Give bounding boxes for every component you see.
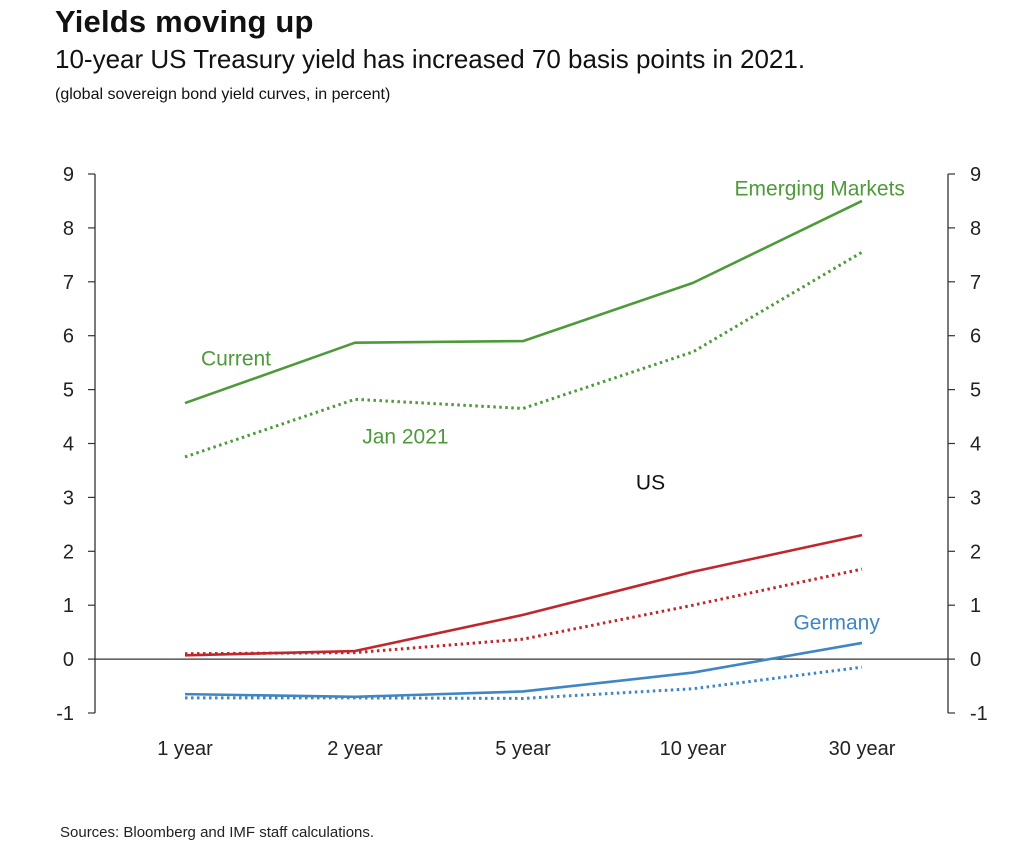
chart-subtitle: 10-year US Treasury yield has increased …	[55, 44, 806, 74]
y-tick-label-left: 8	[63, 218, 74, 240]
y-tick-label-right: 9	[970, 164, 981, 186]
axes: -1 -1 0 0 1 1 2 2 3 3 4 4 5 5 6 6 7 7 8 8 9 9 1 year 2 year 5 ye…	[56, 164, 988, 760]
x-tick-label: 10 year	[660, 738, 727, 760]
chart-note: (global sovereign bond yield curves, in …	[55, 86, 391, 103]
annotation-us: US	[636, 471, 665, 494]
y-tick-label-right: 3	[970, 487, 981, 509]
annotation-emerging: Emerging Markets	[735, 178, 905, 201]
series-line-germany-jan-2021	[185, 665, 863, 700]
series-line-us-jan-2021	[184, 567, 863, 656]
x-tick-label: 1 year	[157, 738, 213, 760]
y-tick-label-left: 4	[63, 434, 74, 456]
source-note: Sources: Bloomberg and IMF staff calcula…	[60, 824, 375, 841]
x-tick-label: 5 year	[495, 738, 551, 760]
series-lines	[184, 199, 863, 700]
annotation-current: Current	[201, 347, 271, 370]
y-tick-label-right: 2	[970, 541, 981, 563]
series-line-us-current	[184, 533, 863, 657]
annotations: Emerging Markets Current Jan 2021 US Germany	[201, 178, 905, 635]
y-tick-label-right: 5	[970, 380, 981, 402]
y-tick-label-right: 6	[970, 326, 981, 348]
y-tick-label-left: 6	[63, 326, 74, 348]
chart-title: Yields moving up	[55, 4, 314, 39]
y-tick-label-left: 5	[63, 380, 74, 402]
y-tick-label-left: 0	[63, 649, 74, 671]
annotation-jan2021: Jan 2021	[362, 426, 448, 449]
y-tick-label-right: 8	[970, 218, 981, 240]
y-tick-label-left: 3	[63, 487, 74, 509]
y-tick-label-left: 1	[63, 595, 74, 617]
y-tick-label-right: -1	[970, 703, 988, 725]
y-tick-label-left: -1	[56, 703, 74, 725]
y-tick-label-right: 1	[970, 595, 981, 617]
x-tick-label: 2 year	[327, 738, 383, 760]
y-tick-label-right: 4	[970, 434, 981, 456]
y-tick-label-right: 7	[970, 272, 981, 294]
y-tick-label-left: 7	[63, 272, 74, 294]
series-line-emerging-markets-jan-2021	[184, 250, 863, 459]
x-tick-label: 30 year	[829, 738, 896, 760]
y-tick-label-left: 9	[63, 164, 74, 186]
y-tick-label-right: 0	[970, 649, 981, 671]
series-line-emerging-markets-current	[184, 199, 863, 405]
series-line-germany-current	[184, 641, 863, 699]
y-tick-label-left: 2	[63, 541, 74, 563]
yield-curve-chart: -1 -1 0 0 1 1 2 2 3 3 4 4 5 5 6 6 7 7 8 8 9 9 1 year 2 year 5 ye…	[56, 164, 988, 760]
annotation-germany: Germany	[793, 611, 880, 634]
